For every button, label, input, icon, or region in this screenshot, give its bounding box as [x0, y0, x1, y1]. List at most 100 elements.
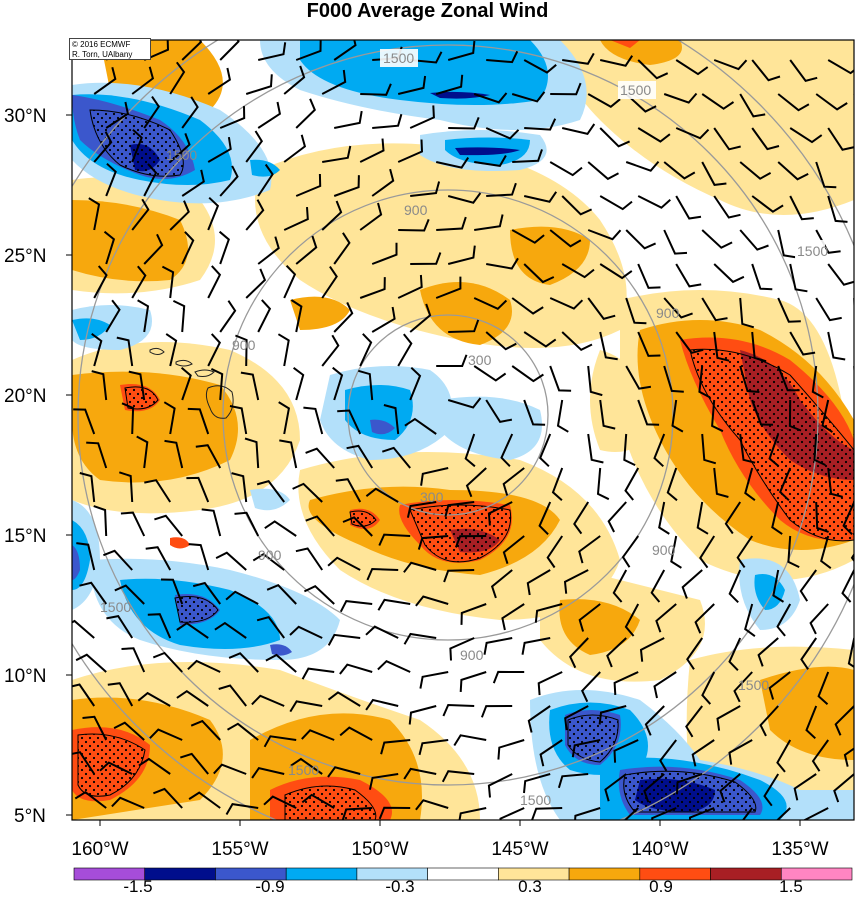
wind-barb — [787, 535, 800, 569]
wind-barb — [264, 520, 297, 537]
wind-barb — [719, 773, 741, 803]
wind-barb — [290, 299, 303, 333]
credit-line-1: © 2016 ECMWF — [72, 40, 131, 49]
wind-barb — [539, 739, 563, 767]
wind-barb — [501, 603, 525, 631]
wind-barb — [776, 603, 792, 637]
wind-barb — [549, 229, 582, 248]
wind-barb — [650, 569, 666, 603]
wind-barb — [847, 637, 854, 668]
wind-barb — [651, 807, 677, 820]
wind-barb — [321, 69, 347, 95]
wind-barb — [169, 200, 190, 231]
wind-barb — [512, 149, 543, 163]
wind-barb — [827, 467, 843, 498]
wind-barb — [218, 230, 230, 265]
wind-barb — [163, 401, 176, 435]
wind-barb — [360, 83, 392, 96]
wind-barb — [327, 691, 361, 707]
wind-barb — [79, 472, 96, 503]
colorbar-label-2: -0.3 — [385, 877, 414, 896]
wind-barb — [371, 242, 398, 265]
wind-barb — [623, 433, 636, 467]
ring-label-1500-top: 1500 — [383, 50, 414, 66]
wind-barb — [447, 40, 476, 61]
wind-barb — [410, 51, 443, 64]
wind-barb — [420, 467, 449, 486]
wind-barb — [180, 366, 192, 401]
wind-barb — [409, 303, 432, 333]
wind-barb — [245, 74, 273, 95]
wind-barb — [827, 59, 854, 75]
wind-barb — [497, 739, 525, 760]
wind-barb — [523, 399, 546, 426]
wind-barb — [225, 803, 259, 815]
wind-barb — [751, 263, 773, 291]
credit-line-2: R. Torn, UAlbany — [72, 50, 133, 59]
wind-barb — [474, 214, 504, 231]
wind-barb — [637, 59, 669, 80]
wind-barb — [739, 433, 756, 464]
wind-barb — [72, 619, 95, 639]
wind-barb — [303, 585, 335, 605]
wind-barb — [128, 370, 146, 401]
colorbar-label-4: 0.9 — [649, 877, 673, 896]
wind-barb — [321, 334, 340, 367]
wind-barb — [295, 547, 324, 571]
ring-label-1500-upleft: 1500 — [166, 147, 197, 163]
wind-barb — [604, 773, 627, 802]
wind-barb — [188, 791, 221, 809]
wind-barb — [805, 705, 818, 740]
wind-barb — [587, 365, 603, 397]
lon-label-135w: 135°W — [771, 839, 828, 860]
wind-barb — [339, 663, 373, 675]
wind-barb — [625, 229, 657, 250]
wind-barb — [777, 229, 796, 259]
wind-barb — [621, 535, 640, 568]
wind-barb — [337, 409, 362, 435]
wind-barb — [549, 365, 572, 392]
wind-barb — [511, 365, 544, 383]
wind-barb — [772, 569, 785, 603]
wind-barb — [397, 75, 427, 95]
ring-900 — [222, 189, 674, 641]
wind-barb — [419, 671, 449, 689]
wind-barb — [653, 433, 666, 468]
wind-barb — [599, 195, 633, 211]
wind-barb — [358, 369, 374, 401]
wind-barb — [435, 74, 464, 95]
wind-barb — [842, 501, 854, 536]
wind-barb — [701, 93, 735, 110]
wind-barb — [378, 806, 411, 820]
colorbar-segment — [144, 867, 216, 881]
wind-barb — [76, 542, 96, 571]
wind-barb — [744, 603, 756, 638]
wind-barb — [459, 671, 487, 692]
lon-axis — [99, 820, 801, 826]
wind-barb — [789, 195, 814, 221]
wind-barb — [675, 195, 702, 220]
wind-barb — [164, 439, 184, 469]
wind-barb — [751, 399, 774, 426]
wind-barb — [465, 467, 487, 498]
stippling — [77, 109, 854, 820]
wind-barb — [332, 366, 344, 401]
wind-barb — [716, 705, 741, 731]
wind-barb — [372, 113, 403, 129]
wind-barb — [186, 476, 210, 503]
ring-label-1500-left: 1500 — [100, 599, 131, 615]
wind-barb — [436, 354, 468, 367]
wind-barb — [240, 371, 260, 401]
wind-barb — [834, 705, 854, 736]
wind-barb — [464, 433, 476, 468]
wind-barb — [201, 508, 222, 537]
wind-barb — [569, 637, 589, 669]
wind-barb — [701, 297, 728, 322]
wind-barb — [511, 229, 545, 244]
wind-barb — [663, 297, 693, 319]
colorbar-segment — [568, 867, 641, 881]
wind-barb — [111, 796, 145, 809]
wind-barb — [713, 263, 745, 284]
wind-barb — [218, 684, 247, 707]
wind-barb — [383, 404, 400, 435]
